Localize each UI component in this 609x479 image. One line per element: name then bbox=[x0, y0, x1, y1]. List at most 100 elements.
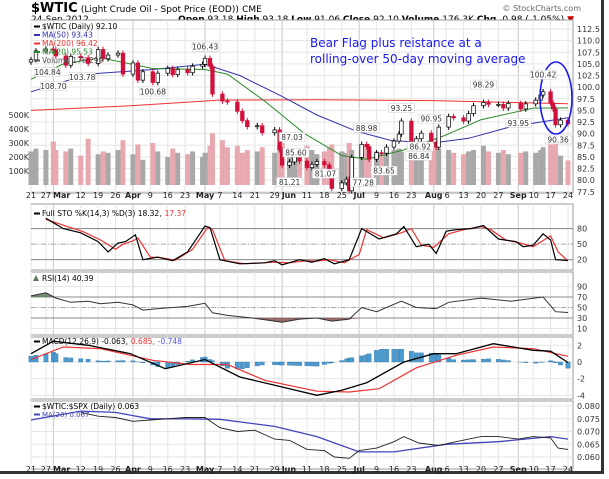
price-tick-label: 90.0 bbox=[577, 130, 595, 139]
rsi-tick-label: 90 bbox=[577, 283, 587, 292]
macd-histogram-bar bbox=[210, 360, 215, 363]
volume-bar bbox=[321, 151, 327, 185]
sto-legend-d: 17.37 bbox=[165, 209, 187, 218]
candle bbox=[550, 102, 556, 110]
candle bbox=[28, 59, 34, 63]
volume-bar bbox=[150, 143, 156, 185]
volume-bar bbox=[451, 152, 457, 185]
ratio-tick-label: 0.080 bbox=[577, 402, 600, 411]
candle bbox=[553, 108, 558, 126]
ratio-legend: $WTIC:$SPX (Daily) 0.063 bbox=[42, 402, 139, 411]
macd-histogram-bar bbox=[451, 359, 456, 363]
x-tick-label: Mar bbox=[53, 465, 70, 474]
candle bbox=[314, 161, 320, 165]
chart-title: $WTIC (Light Crude Oil - Spot Price (EOD… bbox=[31, 1, 262, 16]
price-label-box bbox=[282, 147, 310, 158]
volume-tick-label: 400K bbox=[8, 125, 29, 134]
candle bbox=[78, 56, 83, 59]
volume-bar bbox=[185, 154, 191, 185]
x-tick-label: 10 bbox=[529, 465, 539, 474]
candle bbox=[165, 68, 170, 74]
x-tick-label: 21 bbox=[250, 465, 260, 474]
x-tick-label: 18 bbox=[319, 465, 329, 474]
macd-histogram-bar bbox=[259, 361, 265, 366]
candle bbox=[486, 102, 491, 105]
macd-histogram-bar bbox=[53, 353, 59, 363]
x-tick-label: 16 bbox=[389, 191, 399, 200]
candle bbox=[364, 143, 369, 147]
macd-histogram-bar bbox=[339, 360, 345, 363]
volume-bar bbox=[436, 148, 442, 185]
candle bbox=[396, 133, 402, 142]
volume-bar bbox=[329, 144, 335, 185]
volume-bar bbox=[428, 150, 434, 185]
legend-entry: MA(200) 96.42 bbox=[42, 39, 98, 48]
price-label: 86.92 bbox=[409, 142, 431, 151]
volume-bar bbox=[28, 151, 34, 185]
macd-histogram-bar bbox=[68, 357, 74, 363]
macd-tick-label: -2 bbox=[577, 375, 585, 384]
candle bbox=[374, 152, 379, 160]
x-tick-label: 9 bbox=[374, 191, 379, 200]
volume-tick-label: 500K bbox=[8, 111, 29, 120]
macd-histogram-bar bbox=[254, 361, 260, 367]
sto-k-line bbox=[45, 217, 569, 266]
price-label: 108.70 bbox=[40, 82, 66, 91]
volume-bar bbox=[297, 157, 302, 185]
x-tick-label: 9 bbox=[148, 465, 153, 474]
candle bbox=[419, 132, 424, 140]
x-tick-label: Apr bbox=[125, 191, 141, 200]
x-tick-label: Jul bbox=[353, 191, 366, 200]
macd-line bbox=[30, 340, 569, 396]
price-label-box bbox=[69, 72, 96, 82]
price-tick-label: 97.5 bbox=[577, 95, 595, 104]
volume-bar bbox=[224, 147, 230, 185]
x-tick-label: 13 bbox=[459, 465, 469, 474]
macd-histogram-bar bbox=[220, 361, 225, 366]
macd-legend: MACD(12,26,9) -0.063, 0.685, -0.748 bbox=[42, 337, 182, 346]
x-tick-label: Jun bbox=[281, 465, 297, 474]
ratio-tick-label: 0.075 bbox=[577, 415, 600, 424]
macd-histogram-bar bbox=[399, 349, 404, 363]
price-label-box bbox=[470, 79, 497, 90]
candle bbox=[120, 52, 126, 75]
candle bbox=[150, 71, 155, 83]
macd-histogram-bar bbox=[501, 359, 506, 363]
macd-histogram-bar bbox=[292, 361, 297, 366]
x-tick-label: 10 bbox=[529, 191, 539, 200]
macd-histogram-bar bbox=[523, 361, 529, 363]
macd-histogram-bar bbox=[558, 361, 563, 366]
panel-rsi bbox=[30, 271, 574, 336]
volume-bar bbox=[209, 133, 215, 185]
rsi-legend: RSI(14) 40.39 bbox=[42, 274, 94, 283]
price-tick-label: 100.0 bbox=[577, 83, 600, 92]
candle bbox=[135, 62, 141, 81]
x-tick-label: 20 bbox=[476, 191, 486, 200]
x-tick-label: 14 bbox=[232, 191, 242, 200]
panel-macd bbox=[30, 336, 574, 400]
candle bbox=[558, 119, 563, 126]
volume-bar bbox=[120, 140, 126, 185]
macd-histogram-bar bbox=[471, 359, 476, 363]
price-label: 103.78 bbox=[69, 73, 95, 82]
volume-bar bbox=[366, 148, 372, 185]
rsi-legend-icon bbox=[33, 275, 39, 281]
price-label-box bbox=[191, 41, 219, 52]
volume-bar bbox=[540, 147, 546, 185]
candle bbox=[95, 49, 101, 64]
sto-legend-label: Full STO %K(14,3) %D(3) 18.32, bbox=[42, 209, 162, 218]
volume-bar bbox=[33, 148, 39, 185]
x-tick-label: 19 bbox=[93, 465, 103, 474]
price-tick-label: 102.5 bbox=[577, 72, 600, 81]
macd-histogram-bar bbox=[553, 361, 558, 363]
x-tick-label: 21 bbox=[26, 191, 36, 200]
macd-legend-label: MACD(12,26,9) -0.063, bbox=[42, 337, 128, 346]
copyright: © StockCharts.com bbox=[502, 4, 581, 13]
macd-histogram-bar bbox=[565, 361, 571, 369]
candle bbox=[506, 103, 511, 109]
price-label-box bbox=[405, 151, 433, 161]
sto-tick-label: 50 bbox=[577, 240, 587, 249]
macd-histogram-bar bbox=[185, 361, 190, 363]
macd-histogram-bar bbox=[314, 361, 320, 367]
